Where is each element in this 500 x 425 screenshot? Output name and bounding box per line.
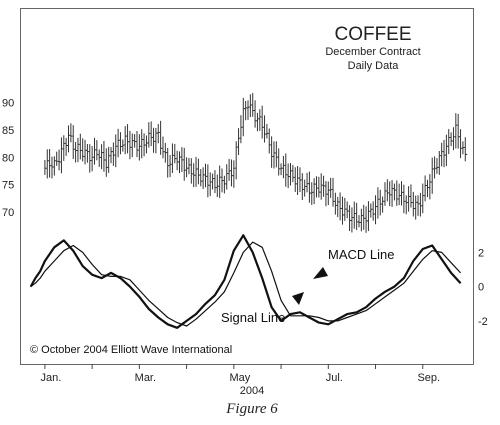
- signal-line: [30, 241, 462, 327]
- macd-tick-label: 2: [478, 247, 484, 259]
- x-tick-label: Mar.: [135, 372, 156, 384]
- x-tick-label: Jan.: [40, 372, 61, 384]
- chart-frame: [20, 8, 474, 365]
- price-bars: [44, 92, 468, 233]
- price-tick-label: 80: [2, 152, 14, 164]
- copyright-text: © October 2004 Elliott Wave Internationa…: [30, 344, 232, 356]
- figure-caption: Figure 6: [225, 401, 278, 417]
- macd-line-label: MACD Line: [328, 247, 394, 262]
- chart-title: COFFEE: [334, 24, 411, 45]
- macd-tick-label: 0: [478, 282, 484, 294]
- price-tick-label: 85: [2, 125, 14, 137]
- macd-lines: [29, 234, 462, 329]
- x-tick-label: Sep.: [417, 372, 440, 384]
- x-tick-label: Jul.: [326, 372, 343, 384]
- chart-subtitle-2: Daily Data: [348, 60, 400, 72]
- signal-line-arrow: [292, 292, 304, 305]
- x-axis: Jan. Mar. May Jul. Sep.: [40, 364, 440, 384]
- price-axis: 70 75 80 85 90: [2, 97, 14, 219]
- chart-subtitle-1: December Contract: [325, 46, 420, 58]
- price-tick-label: 75: [2, 180, 14, 192]
- macd-line-arrow: [313, 267, 328, 279]
- price-tick-label: 70: [2, 207, 14, 219]
- macd-axis: 2 0 -2: [478, 247, 488, 328]
- signal-line-label: Signal Line: [221, 310, 285, 325]
- macd-line: [29, 234, 462, 329]
- x-axis-year-label: 2004: [240, 385, 264, 397]
- macd-tick-label: -2: [478, 316, 488, 328]
- x-tick-label: May: [229, 372, 250, 384]
- price-tick-label: 90: [2, 97, 14, 109]
